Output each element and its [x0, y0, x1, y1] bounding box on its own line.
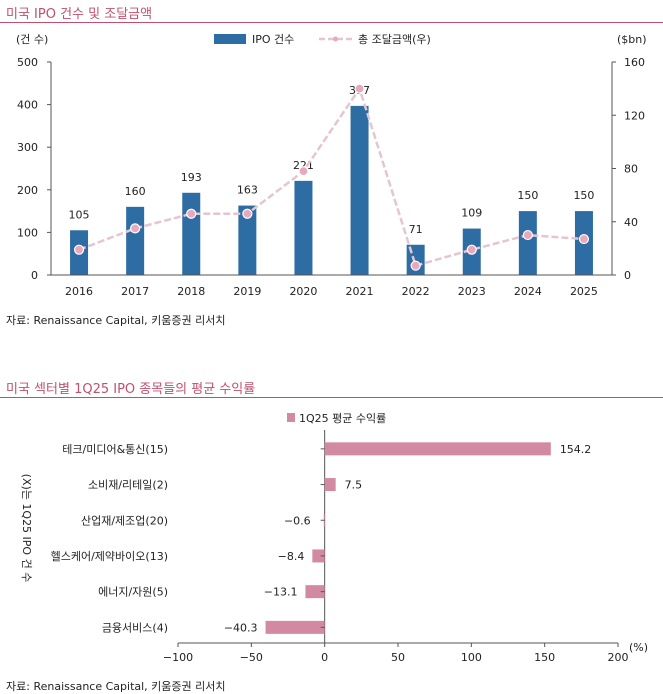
left-axis-tick-label: 500: [17, 56, 38, 69]
return-value-label: 7.5: [345, 479, 363, 492]
left-axis-tick-label: 200: [17, 184, 38, 197]
sector-label: 금융서비스(4): [102, 621, 168, 634]
funding-amount-point: [186, 208, 197, 219]
sector-label: 산업재/제조업(20): [81, 514, 168, 527]
x-axis-tick-label: −100: [163, 651, 193, 664]
return-bar: [312, 549, 325, 563]
funding-amount-point: [354, 83, 365, 94]
ipo-count-label: 193: [181, 171, 202, 184]
year-tick-label: 2018: [177, 285, 205, 298]
right-axis-tick-label: 120: [624, 109, 645, 122]
right-axis-tick-label: 0: [624, 269, 631, 282]
year-tick-label: 2021: [346, 285, 374, 298]
chart2-title-underline: [0, 397, 663, 398]
sector-label: 테크/미디어&통신(15): [62, 443, 168, 456]
return-bar: [305, 585, 325, 599]
return-bar: [324, 442, 551, 456]
return-value-label: −13.1: [264, 586, 298, 599]
y-axis-note: (X)는 1Q25 IPO 건 수: [20, 474, 33, 583]
legend-bar-swatch: [214, 34, 246, 44]
sector-label: 소비재/리테일(2): [88, 478, 168, 492]
right-axis-tick-label: 160: [624, 56, 645, 69]
ipo-count-label: 105: [69, 208, 90, 221]
x-axis-tick-label: 150: [534, 651, 555, 664]
ipo-count-bar: [350, 105, 369, 276]
sector-label: 에너지/자원(5): [98, 586, 168, 599]
return-value-label: −0.6: [284, 514, 311, 527]
left-axis-tick-label: 0: [31, 269, 38, 282]
ipo-count-bar: [294, 180, 313, 275]
funding-amount-point: [130, 223, 141, 234]
funding-amount-point: [522, 229, 533, 241]
x-axis-unit: (%): [629, 641, 648, 654]
ipo-count-label: 109: [461, 207, 482, 220]
chart1-source: 자료: Renaissance Capital, 키움증권 리서치: [6, 314, 226, 327]
ipo-count-chart: (건 수) ($bn) IPO 건수 총 조달금액(우) 0 100 200 300 4…: [16, 33, 647, 298]
chart2-title: 미국 섹터별 1Q25 IPO 종목들의 평균 수익률: [6, 382, 256, 397]
ipo-count-label: 163: [237, 184, 258, 197]
legend-swatch: [287, 413, 295, 422]
sector-label: 헬스케어/제약바이오(13): [51, 549, 168, 563]
chart1-title-underline: [0, 22, 663, 23]
left-axis-tick-label: 100: [17, 226, 38, 239]
left-axis-tick-label: 300: [17, 141, 38, 154]
funding-amount-point: [298, 166, 309, 177]
return-bar: [324, 478, 336, 492]
right-axis-unit: ($bn): [617, 33, 647, 46]
legend-bar-label: IPO 건수: [252, 33, 294, 46]
funding-amount-point: [242, 208, 253, 219]
funding-amount-point: [410, 260, 421, 271]
ipo-count-bar: [518, 211, 537, 275]
ipo-count-bar: [182, 192, 201, 275]
ipo-count-label: 150: [573, 189, 594, 202]
return-value-label: −40.3: [224, 621, 258, 634]
x-axis-tick-label: 0: [321, 651, 328, 664]
year-tick-label: 2016: [65, 285, 93, 298]
x-axis-tick-label: −50: [240, 651, 263, 664]
ipo-count-bar: [126, 206, 145, 275]
legend-line-label: 총 조달금액(우): [358, 33, 431, 46]
year-tick-label: 2017: [121, 285, 149, 298]
legend-line-marker: [333, 36, 338, 42]
ipo-count-label: 160: [125, 185, 146, 198]
chart1-title: 미국 IPO 건수 및 조달금액: [6, 7, 153, 22]
right-axis-tick-label: 40: [624, 216, 638, 229]
ipo-count-bar: [238, 205, 257, 275]
ipo-count-label: 71: [409, 223, 423, 236]
left-axis-unit: (건 수): [16, 33, 48, 46]
year-tick-label: 2025: [570, 285, 598, 298]
year-tick-label: 2022: [402, 285, 430, 298]
x-axis-tick-label: 200: [608, 651, 629, 664]
funding-amount-point: [466, 244, 477, 255]
return-bar: [265, 620, 325, 634]
year-tick-label: 2024: [514, 285, 542, 298]
sector-return-chart: 1Q25 평균 수익률 (X)는 1Q25 IPO 건 수 (%) 테크/미디어…: [20, 412, 648, 664]
legend-label: 1Q25 평균 수익률: [299, 412, 386, 425]
funding-amount-point: [578, 233, 590, 245]
ipo-count-label: 150: [517, 189, 538, 202]
x-axis-tick-label: 100: [461, 651, 482, 664]
year-tick-label: 2023: [458, 285, 486, 298]
left-axis-tick-label: 400: [17, 99, 38, 112]
chart2-source: 자료: Renaissance Capital, 키움증권 리서치: [6, 680, 226, 693]
x-axis-tick-label: 50: [391, 651, 405, 664]
return-value-label: 154.2: [560, 443, 592, 456]
right-axis-tick-label: 80: [624, 163, 638, 176]
return-value-label: −8.4: [278, 550, 305, 563]
funding-amount-line: [78, 85, 585, 268]
year-tick-label: 2020: [289, 285, 317, 298]
year-tick-label: 2019: [233, 285, 261, 298]
funding-amount-point: [73, 244, 85, 255]
